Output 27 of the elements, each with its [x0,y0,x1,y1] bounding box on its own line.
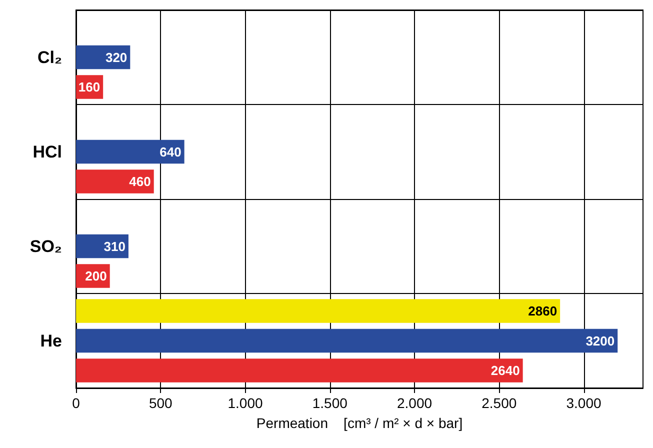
bar [76,328,618,353]
y-tick-label: SO₂ [30,236,62,256]
data-label: 460 [129,174,151,189]
bar [76,358,523,382]
data-label: 2640 [490,362,520,378]
y-tick-label: HCl [32,142,62,162]
data-label: 160 [78,79,100,94]
bar [76,299,560,323]
x-tick-label: 500 [148,395,173,411]
x-tick-label: 1.500 [312,395,348,411]
data-label: 640 [160,144,182,160]
x-tick-label: 3.000 [566,395,602,411]
bar [76,140,184,164]
x-axis-title: Permeation [cm³ / m² × d × bar] [256,415,463,431]
bar [76,234,128,258]
x-tick-label: 2.000 [396,395,432,411]
data-label: 3200 [586,333,615,348]
x-tick-label: 1.000 [228,395,263,411]
bar [76,170,154,194]
y-tick-label: He [40,331,62,350]
x-tick-label: 0 [72,395,80,411]
data-label: 310 [104,238,126,254]
data-label: 320 [105,50,128,65]
y-tick-label: Cl₂ [37,48,62,67]
data-label: 200 [85,268,107,284]
data-label: 2860 [528,304,558,319]
x-tick-label: 2.500 [482,395,517,411]
